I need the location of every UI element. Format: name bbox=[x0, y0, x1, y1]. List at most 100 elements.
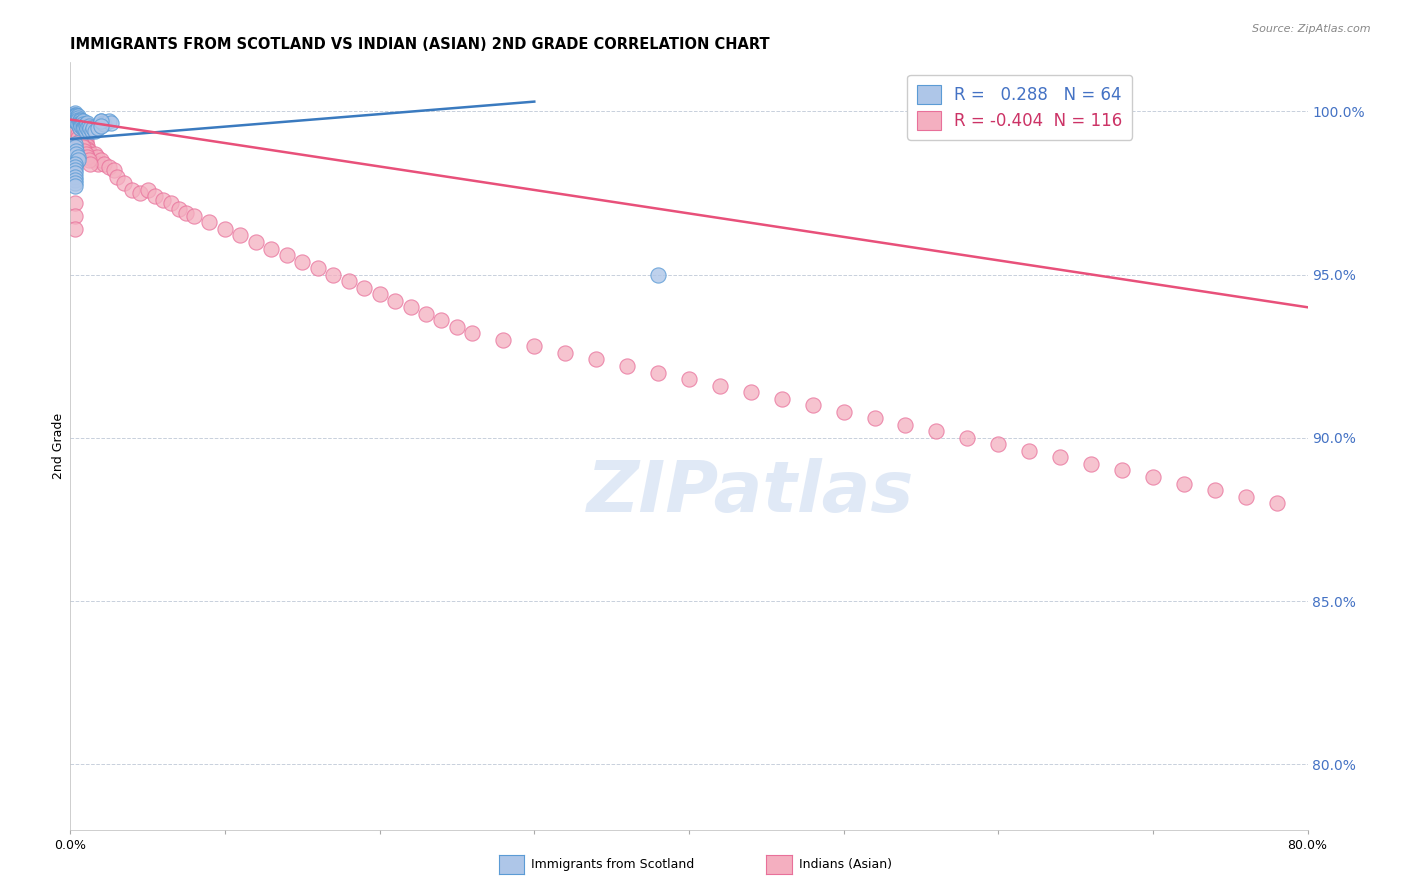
Point bbox=[69, 128, 91, 143]
Point bbox=[67, 150, 90, 164]
Point bbox=[67, 111, 90, 125]
Point bbox=[73, 120, 96, 135]
Point bbox=[67, 153, 90, 168]
Point bbox=[98, 160, 120, 174]
Point bbox=[678, 372, 700, 386]
Point bbox=[1142, 470, 1164, 484]
Point bbox=[70, 136, 93, 151]
Point bbox=[79, 120, 101, 135]
Text: Indians (Asian): Indians (Asian) bbox=[799, 858, 891, 871]
Point bbox=[93, 118, 115, 132]
Point bbox=[585, 352, 607, 367]
Point bbox=[63, 118, 86, 132]
Point bbox=[67, 128, 90, 142]
Point bbox=[63, 128, 86, 142]
Point bbox=[183, 209, 205, 223]
Point bbox=[105, 169, 128, 184]
Point bbox=[65, 128, 87, 142]
Point bbox=[67, 118, 90, 132]
Point bbox=[65, 146, 87, 161]
Point bbox=[114, 176, 135, 190]
Point bbox=[63, 114, 86, 128]
Point bbox=[307, 261, 329, 276]
Legend: R =   0.288   N = 64, R = -0.404  N = 116: R = 0.288 N = 64, R = -0.404 N = 116 bbox=[907, 75, 1132, 140]
Point bbox=[260, 242, 283, 256]
Point bbox=[461, 326, 484, 341]
Point bbox=[65, 118, 87, 132]
Text: IMMIGRANTS FROM SCOTLAND VS INDIAN (ASIAN) 2ND GRADE CORRELATION CHART: IMMIGRANTS FROM SCOTLAND VS INDIAN (ASIA… bbox=[70, 37, 770, 52]
Point bbox=[136, 183, 159, 197]
Point bbox=[65, 144, 87, 158]
Point bbox=[65, 108, 87, 122]
Point bbox=[75, 119, 97, 133]
Point bbox=[65, 124, 87, 138]
Point bbox=[72, 140, 94, 154]
Point bbox=[69, 114, 91, 128]
Point bbox=[69, 116, 91, 130]
Point bbox=[86, 150, 108, 164]
Point bbox=[75, 136, 97, 151]
Point bbox=[174, 205, 197, 219]
Text: ZIPatlas: ZIPatlas bbox=[588, 458, 914, 526]
Point bbox=[415, 307, 437, 321]
Point bbox=[145, 189, 166, 203]
Point bbox=[77, 144, 100, 158]
Point bbox=[103, 163, 125, 178]
Point bbox=[198, 215, 221, 229]
Point bbox=[63, 136, 86, 151]
Point bbox=[63, 124, 86, 138]
Point bbox=[75, 118, 97, 132]
Point bbox=[63, 111, 86, 125]
Point bbox=[446, 319, 468, 334]
Point bbox=[1080, 457, 1102, 471]
Point bbox=[384, 293, 406, 308]
Point bbox=[87, 120, 110, 135]
Point bbox=[67, 130, 90, 145]
Point bbox=[75, 140, 97, 154]
Point bbox=[152, 193, 174, 207]
Point bbox=[69, 126, 91, 140]
Point bbox=[77, 124, 100, 138]
Point bbox=[93, 156, 115, 170]
Point bbox=[160, 195, 183, 210]
Point bbox=[63, 106, 86, 120]
Point bbox=[76, 138, 98, 153]
Point bbox=[430, 313, 453, 327]
Point bbox=[67, 128, 90, 142]
Point bbox=[63, 222, 86, 236]
Point bbox=[70, 116, 93, 130]
Text: Source: ZipAtlas.com: Source: ZipAtlas.com bbox=[1253, 24, 1371, 34]
Point bbox=[67, 130, 90, 145]
Point bbox=[353, 281, 375, 295]
Point bbox=[770, 392, 793, 406]
Point bbox=[98, 114, 120, 128]
Point bbox=[76, 116, 98, 130]
Point bbox=[100, 116, 122, 130]
Point bbox=[63, 112, 86, 127]
Point bbox=[73, 136, 96, 150]
Point bbox=[76, 120, 98, 135]
Point bbox=[65, 111, 87, 125]
Point bbox=[801, 398, 824, 412]
Point bbox=[60, 112, 83, 127]
Point bbox=[647, 366, 669, 380]
Point bbox=[832, 405, 855, 419]
Point bbox=[84, 146, 107, 161]
Point bbox=[67, 109, 90, 123]
Point bbox=[291, 254, 314, 268]
Point bbox=[90, 114, 112, 128]
Point bbox=[69, 132, 91, 146]
Point bbox=[1111, 463, 1133, 477]
Point bbox=[90, 114, 112, 128]
Point bbox=[63, 209, 86, 223]
Point bbox=[70, 132, 93, 146]
Point bbox=[63, 111, 86, 125]
Point bbox=[72, 136, 94, 151]
Point bbox=[70, 118, 93, 132]
Point bbox=[62, 109, 84, 123]
Point bbox=[82, 153, 105, 168]
Point bbox=[73, 138, 96, 153]
Point bbox=[322, 268, 344, 282]
Point bbox=[523, 339, 546, 353]
Point bbox=[863, 411, 886, 425]
